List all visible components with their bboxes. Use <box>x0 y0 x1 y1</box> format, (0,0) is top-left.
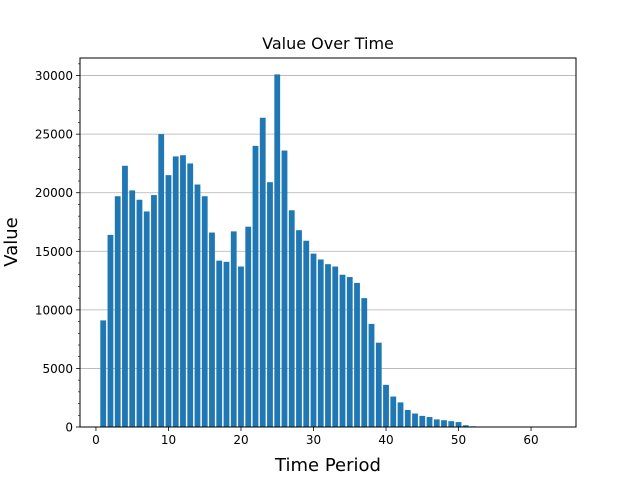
y-tick-label: 30000 <box>35 69 73 83</box>
bar <box>427 417 433 427</box>
x-tick-label: 0 <box>92 433 100 447</box>
bar <box>434 419 440 427</box>
bar <box>100 320 106 427</box>
bar <box>224 262 230 427</box>
bar <box>166 175 172 427</box>
x-tick-label: 50 <box>451 433 466 447</box>
bar <box>405 410 411 427</box>
y-tick-label: 5000 <box>42 362 73 376</box>
y-tick-label: 0 <box>65 421 73 435</box>
bar <box>282 151 288 427</box>
y-axis-label: Value <box>1 217 22 266</box>
bar <box>303 241 309 427</box>
bar <box>376 343 382 427</box>
bar <box>441 420 447 427</box>
x-tick-label: 40 <box>378 433 393 447</box>
bar <box>347 277 353 427</box>
bar <box>202 196 208 427</box>
bar <box>238 267 244 427</box>
bar <box>332 267 338 427</box>
bar <box>209 233 215 427</box>
bar <box>390 397 396 427</box>
x-tick-label: 60 <box>523 433 538 447</box>
bar <box>412 414 418 427</box>
bar <box>115 196 121 427</box>
y-tick-label: 20000 <box>35 186 73 200</box>
bar <box>216 261 222 427</box>
bar <box>354 283 360 427</box>
bar <box>267 182 273 427</box>
bar <box>289 210 295 427</box>
bar <box>195 185 201 427</box>
y-tick-label: 10000 <box>35 303 73 317</box>
bar <box>325 264 331 427</box>
bar <box>108 235 114 427</box>
bar <box>383 385 389 427</box>
bar <box>361 298 367 427</box>
bar <box>340 275 346 427</box>
bar <box>398 402 404 427</box>
bar <box>274 74 280 427</box>
bar <box>122 166 128 427</box>
bar <box>260 118 266 427</box>
bar <box>129 190 135 427</box>
chart-title: Value Over Time <box>262 34 394 53</box>
x-tick-label: 20 <box>233 433 248 447</box>
x-tick-label: 30 <box>306 433 321 447</box>
bar <box>369 324 375 427</box>
y-tick-label: 15000 <box>35 245 73 259</box>
bar <box>158 134 164 427</box>
bar <box>173 156 179 427</box>
x-axis-label: Time Period <box>274 455 381 476</box>
bar <box>137 200 143 427</box>
bar <box>180 155 186 427</box>
bar <box>187 163 193 427</box>
bar <box>311 254 317 427</box>
x-tick-label: 10 <box>161 433 176 447</box>
bar <box>296 230 302 427</box>
bar <box>151 195 157 427</box>
bar <box>253 146 259 427</box>
bar <box>456 422 462 427</box>
bar <box>318 259 324 427</box>
bar <box>231 231 237 427</box>
y-tick-label: 25000 <box>35 128 73 142</box>
bar <box>245 227 251 427</box>
bar <box>448 421 454 427</box>
bar <box>419 416 425 427</box>
bar <box>144 211 150 427</box>
